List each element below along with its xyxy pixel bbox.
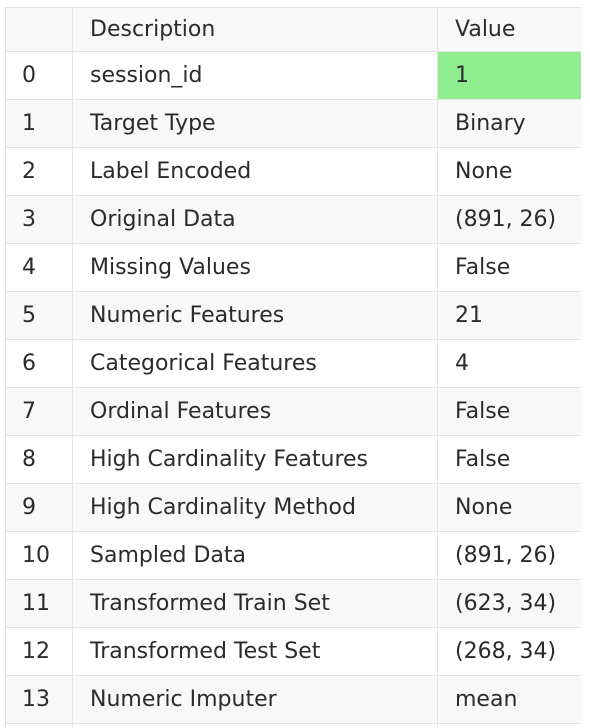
table-row: 7 Ordinal Features False — [5, 387, 581, 436]
row-index-cell: 10 — [5, 531, 73, 580]
value-cell: 21 — [437, 291, 581, 340]
row-index-cell: 1 — [5, 99, 73, 148]
row-index-cell: 9 — [5, 483, 73, 532]
description-cell: Transformed Test Set — [72, 627, 438, 676]
table-row: 1 Target Type Binary — [5, 99, 581, 148]
value-cell — [437, 723, 581, 728]
value-cell: (268, 34) — [437, 627, 581, 676]
index-column-header — [5, 7, 73, 52]
row-index-cell: 6 — [5, 339, 73, 388]
table-row: 11 Transformed Train Set (623, 34) — [5, 579, 581, 628]
row-index-cell: 14 — [5, 723, 73, 728]
row-index-cell: 11 — [5, 579, 73, 628]
value-cell: (891, 26) — [437, 531, 581, 580]
row-index-cell: 7 — [5, 387, 73, 436]
table-body: 0 session_id 1 1 Target Type Binary 2 Label Enc… — [5, 51, 581, 728]
table-row: 0 session_id 1 — [5, 51, 581, 100]
description-cell: Ordinal Features — [72, 387, 438, 436]
description-cell: High Cardinality Method — [72, 483, 438, 532]
row-index-cell: 0 — [5, 51, 73, 100]
description-cell: Transformed Train Set — [72, 579, 438, 628]
table-row: 3 Original Data (891, 26) — [5, 195, 581, 244]
description-cell: Categorical Features — [72, 339, 438, 388]
highlighted-value-cell: 1 — [437, 51, 581, 100]
setup-summary-table-container: Description Value 0 session_id 1 1 Target Ty… — [5, 7, 581, 728]
value-cell: None — [437, 483, 581, 532]
description-cell: session_id — [72, 51, 438, 100]
description-cell: Target Type — [72, 99, 438, 148]
value-cell: Binary — [437, 99, 581, 148]
table-row: 10 Sampled Data (891, 26) — [5, 531, 581, 580]
value-column-header: Value — [437, 7, 581, 52]
table-row: 13 Numeric Imputer mean — [5, 675, 581, 724]
value-cell: (623, 34) — [437, 579, 581, 628]
row-index-cell: 2 — [5, 147, 73, 196]
value-cell: False — [437, 387, 581, 436]
table-row: 12 Transformed Test Set (268, 34) — [5, 627, 581, 676]
row-index-cell: 4 — [5, 243, 73, 292]
header-row: Description Value — [5, 7, 581, 52]
description-column-header: Description — [72, 7, 438, 52]
table-row: 5 Numeric Features 21 — [5, 291, 581, 340]
value-cell: False — [437, 243, 581, 292]
row-index-cell: 3 — [5, 195, 73, 244]
description-cell: Label Encoded — [72, 147, 438, 196]
table-row: 14 — [5, 723, 581, 728]
row-index-cell: 5 — [5, 291, 73, 340]
setup-summary-table: Description Value 0 session_id 1 1 Target Ty… — [5, 7, 581, 728]
value-cell: 4 — [437, 339, 581, 388]
table-row: 8 High Cardinality Features False — [5, 435, 581, 484]
table-row: 4 Missing Values False — [5, 243, 581, 292]
row-index-cell: 8 — [5, 435, 73, 484]
description-cell: Missing Values — [72, 243, 438, 292]
value-cell: None — [437, 147, 581, 196]
table-row: 6 Categorical Features 4 — [5, 339, 581, 388]
description-cell: Numeric Features — [72, 291, 438, 340]
description-cell: Numeric Imputer — [72, 675, 438, 724]
table-header: Description Value — [5, 7, 581, 52]
description-cell: High Cardinality Features — [72, 435, 438, 484]
row-index-cell: 12 — [5, 627, 73, 676]
description-cell: Sampled Data — [72, 531, 438, 580]
table-row: 2 Label Encoded None — [5, 147, 581, 196]
value-cell: mean — [437, 675, 581, 724]
description-cell: Original Data — [72, 195, 438, 244]
value-cell: False — [437, 435, 581, 484]
table-row: 9 High Cardinality Method None — [5, 483, 581, 532]
description-cell — [72, 723, 438, 728]
value-cell: (891, 26) — [437, 195, 581, 244]
row-index-cell: 13 — [5, 675, 73, 724]
